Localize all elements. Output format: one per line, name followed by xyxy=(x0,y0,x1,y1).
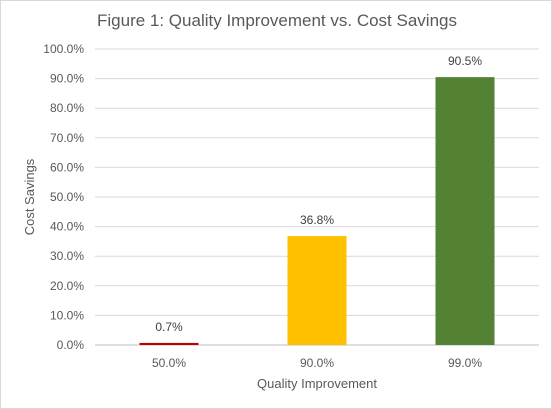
y-tick-label: 50.0% xyxy=(50,190,84,204)
data-label-2: 36.8% xyxy=(300,213,334,227)
data-label-3: 90.5% xyxy=(448,54,482,68)
y-axis-ticks: 0.0% 10.0% 20.0% 30.0% 40.0% 50.0% 60.0% 70.0% 8… xyxy=(43,42,84,352)
y-tick-label: 10.0% xyxy=(50,308,84,322)
bars xyxy=(139,77,495,346)
y-tick-label: 0.0% xyxy=(57,338,85,352)
y-axis-title: Cost Savings xyxy=(22,158,37,235)
y-tick-label: 100.0% xyxy=(43,42,84,56)
chart-title: Figure 1: Quality Improvement vs. Cost S… xyxy=(97,11,457,30)
x-axis-title: Quality Improvement xyxy=(257,376,377,391)
data-label-1: 0.7% xyxy=(155,320,183,334)
y-tick-label: 20.0% xyxy=(50,279,84,293)
data-labels: 0.7% 36.8% 90.5% xyxy=(155,54,482,334)
x-axis-ticks: 50.0% 90.0% 99.0% xyxy=(152,356,482,370)
y-tick-label: 80.0% xyxy=(50,101,84,115)
x-tick-label: 90.0% xyxy=(300,356,334,370)
bar-1 xyxy=(139,342,199,345)
x-tick-label: 50.0% xyxy=(152,356,186,370)
bar-3 xyxy=(435,77,495,346)
y-tick-label: 30.0% xyxy=(50,249,84,263)
y-tick-label: 70.0% xyxy=(50,131,84,145)
y-tick-label: 60.0% xyxy=(50,160,84,174)
x-tick-label: 99.0% xyxy=(448,356,482,370)
y-tick-label: 90.0% xyxy=(50,72,84,86)
bar-2 xyxy=(287,236,347,345)
y-tick-label: 40.0% xyxy=(50,220,84,234)
